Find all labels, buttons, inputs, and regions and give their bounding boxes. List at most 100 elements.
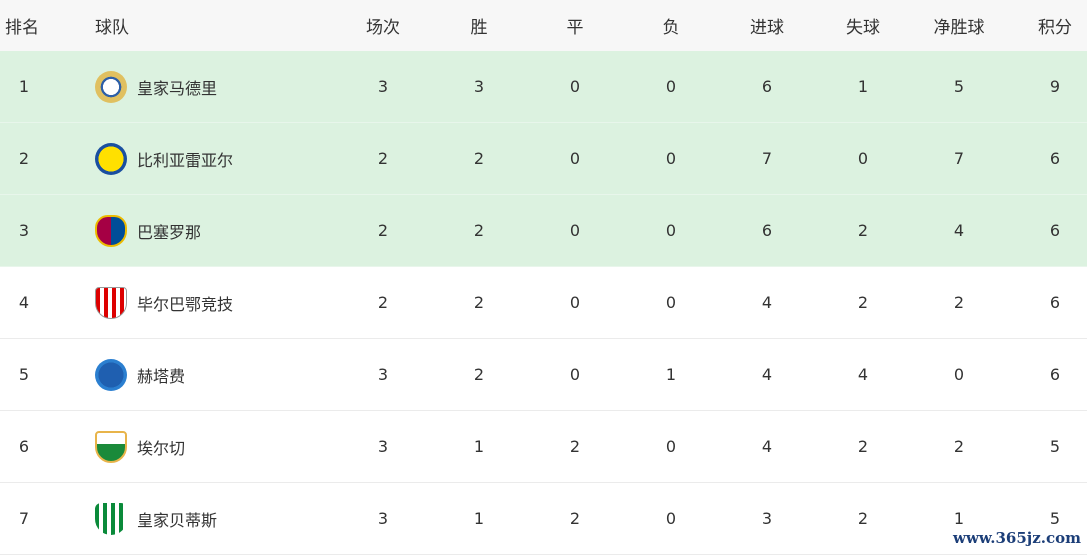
stat-ga: 1 (857, 77, 869, 96)
table-row[interactable]: 7 皇家贝蒂斯 3 1 2 0 3 2 1 5 (0, 483, 1087, 555)
stat-gf: 6 (761, 221, 773, 240)
rank: 7 (18, 509, 30, 528)
athletic-bilbao-crest-icon (95, 286, 127, 319)
stat-pts: 5 (1049, 437, 1061, 456)
team-cell[interactable]: 赫塔费 (95, 358, 186, 391)
stat-gf: 4 (761, 293, 773, 312)
villarreal-crest-icon (95, 142, 127, 175)
stat-gd: 2 (953, 437, 965, 456)
table-row[interactable]: 1 皇家马德里 3 3 0 0 6 1 5 9 (0, 51, 1087, 123)
stat-drawn: 0 (569, 221, 581, 240)
stat-played: 3 (377, 365, 389, 384)
stat-gf: 3 (761, 509, 773, 528)
stat-ga: 4 (857, 365, 869, 384)
table-row[interactable]: 6 埃尔切 3 1 2 0 4 2 2 5 (0, 411, 1087, 483)
stat-won: 3 (473, 77, 485, 96)
header-drawn: 平 (566, 18, 584, 38)
team-name[interactable]: 赫塔费 (137, 366, 186, 386)
watermark: www.365jz.com (953, 529, 1081, 547)
stat-pts: 9 (1049, 77, 1061, 96)
stat-drawn: 0 (569, 293, 581, 312)
team-name[interactable]: 皇家马德里 (137, 78, 218, 98)
rank: 6 (18, 437, 30, 456)
stat-gd: 2 (953, 293, 965, 312)
stat-gd: 4 (953, 221, 965, 240)
stat-gd: 0 (953, 365, 965, 384)
stat-ga: 2 (857, 293, 869, 312)
team-cell[interactable]: 比利亚雷亚尔 (95, 142, 234, 175)
stat-won: 2 (473, 149, 485, 168)
stat-won: 2 (473, 293, 485, 312)
header-points: 积分 (1038, 18, 1072, 38)
header-lost: 负 (662, 18, 680, 38)
team-cell[interactable]: 皇家马德里 (95, 70, 218, 103)
barcelona-crest-icon (95, 214, 127, 247)
stat-ga: 2 (857, 221, 869, 240)
table-header: 排名 球队 场次 胜 平 负 进球 失球 净胜球 积分 (0, 0, 1087, 51)
team-cell[interactable]: 埃尔切 (95, 430, 186, 463)
team-cell[interactable]: 皇家贝蒂斯 (95, 502, 218, 535)
stat-played: 3 (377, 77, 389, 96)
stat-played: 2 (377, 293, 389, 312)
team-cell[interactable]: 毕尔巴鄂竞技 (95, 286, 234, 319)
header-team: 球队 (95, 18, 129, 38)
stat-pts: 6 (1049, 221, 1061, 240)
team-name[interactable]: 比利亚雷亚尔 (137, 150, 234, 170)
table-row[interactable]: 2 比利亚雷亚尔 2 2 0 0 7 0 7 6 (0, 123, 1087, 195)
team-name[interactable]: 埃尔切 (137, 438, 186, 458)
stat-gf: 6 (761, 77, 773, 96)
stat-ga: 0 (857, 149, 869, 168)
stat-played: 2 (377, 221, 389, 240)
stat-gf: 4 (761, 365, 773, 384)
stat-won: 1 (473, 437, 485, 456)
stat-pts: 6 (1049, 365, 1061, 384)
stat-drawn: 0 (569, 77, 581, 96)
header-goals-for: 进球 (750, 18, 784, 38)
stat-gd: 1 (953, 509, 965, 528)
stat-played: 3 (377, 509, 389, 528)
real-madrid-crest-icon (95, 70, 127, 103)
stat-lost: 0 (665, 437, 677, 456)
stat-played: 2 (377, 149, 389, 168)
stat-played: 3 (377, 437, 389, 456)
team-cell[interactable]: 巴塞罗那 (95, 214, 202, 247)
team-name[interactable]: 皇家贝蒂斯 (137, 510, 218, 530)
stat-lost: 1 (665, 365, 677, 384)
stat-lost: 0 (665, 509, 677, 528)
stat-gd: 7 (953, 149, 965, 168)
rank: 3 (18, 221, 30, 240)
team-name[interactable]: 毕尔巴鄂竞技 (137, 294, 234, 314)
header-goal-difference: 净胜球 (933, 18, 985, 38)
stat-lost: 0 (665, 149, 677, 168)
stat-drawn: 0 (569, 365, 581, 384)
stat-gf: 7 (761, 149, 773, 168)
header-played: 场次 (366, 18, 400, 38)
header-won: 胜 (470, 18, 488, 38)
real-betis-crest-icon (95, 502, 127, 535)
header-rank: 排名 (5, 18, 39, 38)
stat-lost: 0 (665, 77, 677, 96)
header-goals-against: 失球 (846, 18, 880, 38)
stat-won: 2 (473, 221, 485, 240)
stat-gd: 5 (953, 77, 965, 96)
elche-crest-icon (95, 430, 127, 463)
rank: 5 (18, 365, 30, 384)
table-row[interactable]: 5 赫塔费 3 2 0 1 4 4 0 6 (0, 339, 1087, 411)
stat-gf: 4 (761, 437, 773, 456)
stat-ga: 2 (857, 437, 869, 456)
stat-ga: 2 (857, 509, 869, 528)
stat-lost: 0 (665, 293, 677, 312)
table-row[interactable]: 3 巴塞罗那 2 2 0 0 6 2 4 6 (0, 195, 1087, 267)
rank: 2 (18, 149, 30, 168)
table-row[interactable]: 4 毕尔巴鄂竞技 2 2 0 0 4 2 2 6 (0, 267, 1087, 339)
stat-won: 1 (473, 509, 485, 528)
stat-drawn: 0 (569, 149, 581, 168)
stat-lost: 0 (665, 221, 677, 240)
rank: 4 (18, 293, 30, 312)
stat-pts: 6 (1049, 293, 1061, 312)
stat-pts: 6 (1049, 149, 1061, 168)
team-name[interactable]: 巴塞罗那 (137, 222, 202, 242)
stat-pts: 5 (1049, 509, 1061, 528)
rank: 1 (18, 77, 30, 96)
stat-drawn: 2 (569, 437, 581, 456)
